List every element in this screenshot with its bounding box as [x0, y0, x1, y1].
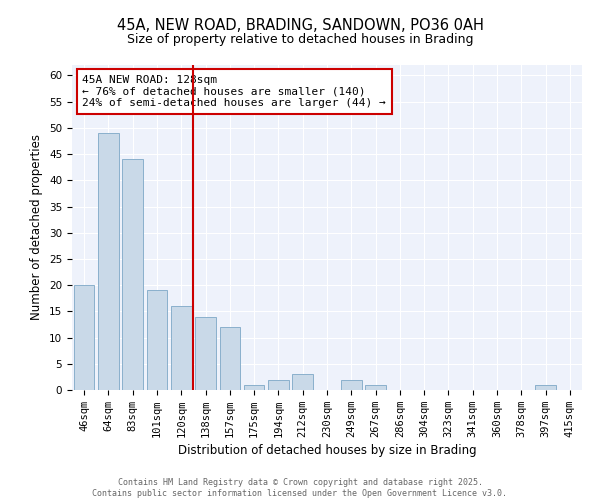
Bar — [268, 380, 289, 390]
X-axis label: Distribution of detached houses by size in Brading: Distribution of detached houses by size … — [178, 444, 476, 457]
Text: 45A, NEW ROAD, BRADING, SANDOWN, PO36 0AH: 45A, NEW ROAD, BRADING, SANDOWN, PO36 0A… — [116, 18, 484, 32]
Bar — [244, 385, 265, 390]
Bar — [74, 285, 94, 390]
Bar — [535, 385, 556, 390]
Bar — [171, 306, 191, 390]
Text: 45A NEW ROAD: 128sqm
← 76% of detached houses are smaller (140)
24% of semi-deta: 45A NEW ROAD: 128sqm ← 76% of detached h… — [82, 74, 386, 108]
Y-axis label: Number of detached properties: Number of detached properties — [31, 134, 43, 320]
Text: Contains HM Land Registry data © Crown copyright and database right 2025.
Contai: Contains HM Land Registry data © Crown c… — [92, 478, 508, 498]
Bar — [195, 316, 216, 390]
Bar — [98, 133, 119, 390]
Text: Size of property relative to detached houses in Brading: Size of property relative to detached ho… — [127, 32, 473, 46]
Bar — [292, 374, 313, 390]
Bar — [122, 160, 143, 390]
Bar — [146, 290, 167, 390]
Bar — [365, 385, 386, 390]
Bar — [220, 327, 240, 390]
Bar — [341, 380, 362, 390]
